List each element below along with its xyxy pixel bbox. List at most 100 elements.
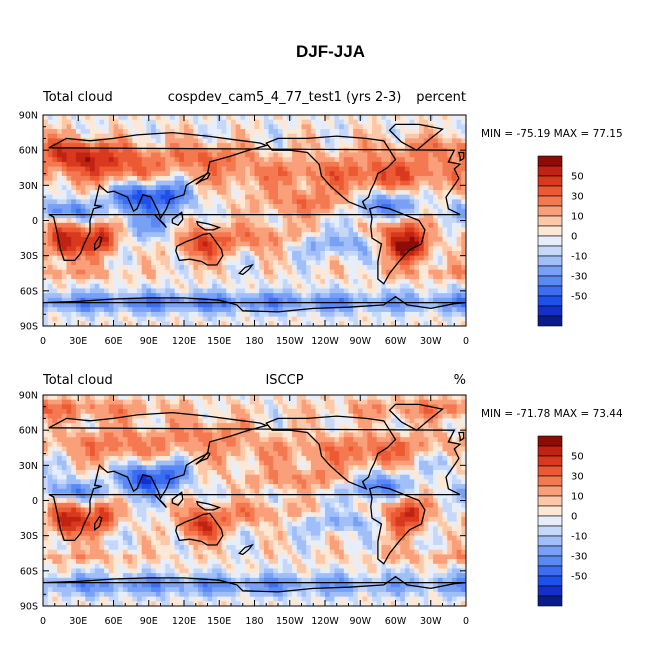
field-cell [343,175,349,182]
field-cell [433,283,439,289]
field-cell [381,432,387,438]
field-cell [132,232,138,238]
field-cell [390,250,396,257]
field-cell [268,413,274,419]
field-cell [249,218,255,224]
field-cell [386,404,392,410]
field-cell [75,250,81,257]
field-cell [381,218,387,224]
field-cell [456,269,462,275]
field-cell [372,115,378,121]
field-cell [423,409,429,415]
field-cell [419,124,425,130]
field-cell [381,265,387,271]
field-cell [118,297,124,303]
field-cell [127,418,133,424]
field-cell [132,143,138,149]
field-cell [235,232,241,238]
field-cell [151,413,157,419]
field-cell [155,246,161,252]
field-cell [80,147,86,153]
field-cell [57,432,63,438]
field-cell [188,395,194,401]
field-cell [372,124,378,130]
field-cell [151,119,157,125]
field-cell [188,204,194,210]
field-cell [52,279,58,285]
field-cell [268,404,274,410]
field-cell [80,293,86,299]
field-cell [325,161,331,167]
field-cell [202,302,208,308]
field-cell [75,152,81,158]
field-cell [249,427,255,433]
field-cell [329,409,335,415]
field-cell [296,409,302,415]
field-cell [306,283,312,289]
field-cell [66,279,72,285]
field-cell [235,311,241,318]
field-cell [447,138,453,144]
field-cell [386,194,392,200]
field-cell [202,432,208,438]
field-cell [367,311,373,318]
field-cell [306,129,312,135]
field-cell [320,311,326,318]
field-cell [353,143,359,149]
field-cell [235,241,241,247]
field-cell [278,279,284,285]
field-cell [66,119,72,125]
field-cell [52,399,58,405]
field-cell [268,129,274,135]
field-cell [456,124,462,130]
field-cell [99,423,105,429]
field-cell [259,404,265,410]
field-cell [433,227,439,233]
field-cell [414,241,420,247]
field-cell [66,260,72,266]
field-cell [85,283,91,289]
field-cell [315,316,321,322]
field-cell [61,418,67,424]
field-cell [315,307,321,313]
field-cell [165,124,171,130]
field-cell [428,161,434,167]
field-cell [442,232,448,238]
x-tick-label: 90E [140,336,158,347]
field-cell [442,115,448,121]
field-cell [212,124,218,130]
field-cell [118,423,124,429]
field-cell [75,208,81,214]
field-cell [57,129,63,135]
field-cell [188,274,194,280]
field-cell [447,185,453,191]
field-cell [419,255,425,261]
field-cell [357,133,363,139]
field-cell [419,321,425,327]
field-cell [118,171,124,177]
field-cell [310,279,316,285]
field-cell [433,133,439,139]
field-cell [118,161,124,167]
field-cell [329,124,335,130]
field-cell [90,302,96,308]
field-cell [71,232,77,238]
field-cell [66,143,72,149]
field-cell [108,133,114,139]
field-cell [329,418,335,424]
field-cell [404,311,410,318]
field-cell [212,427,218,433]
field-cell [43,190,49,196]
field-cell [419,236,425,242]
field-cell [362,199,368,205]
field-cell [292,404,298,410]
field-cell [339,180,345,186]
field-cell [292,399,298,405]
field-cell [306,395,312,401]
field-cell [329,432,335,438]
field-cell [66,166,72,172]
field-cell [461,302,467,308]
field-cell [165,395,171,401]
field-cell [268,307,274,313]
field-cell [202,427,208,433]
